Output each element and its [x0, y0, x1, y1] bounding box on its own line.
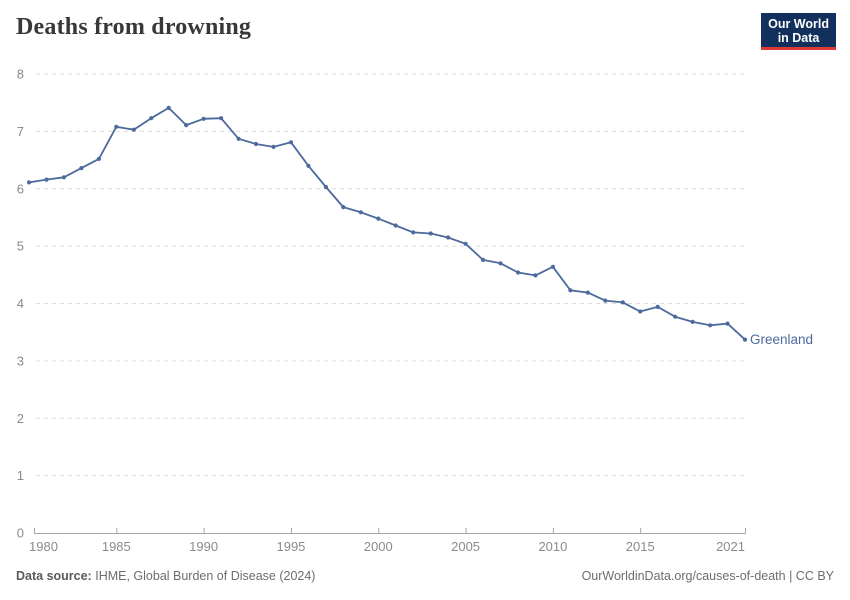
data-point-2013[interactable]	[603, 298, 608, 303]
y-tick-label-2: 2	[17, 411, 24, 426]
series-label-greenland[interactable]: Greenland	[750, 332, 813, 347]
x-tick-label-1980: 1980	[29, 539, 58, 554]
series-line-greenland[interactable]	[28, 107, 746, 341]
x-tick-label-1990: 1990	[189, 539, 218, 554]
data-point-2010[interactable]	[550, 264, 556, 269]
data-point-2001[interactable]	[393, 223, 398, 228]
data-point-2004[interactable]	[446, 235, 451, 240]
data-point-1981[interactable]	[44, 177, 49, 182]
credit-link[interactable]: OurWorldinData.org/causes-of-death | CC …	[581, 569, 834, 583]
data-point-2003[interactable]	[428, 231, 433, 236]
data-point-2011[interactable]	[568, 288, 573, 293]
y-tick-label-7: 7	[17, 124, 24, 139]
data-point-2018[interactable]	[690, 319, 695, 324]
y-tick-label-0: 0	[17, 526, 24, 541]
data-point-1980[interactable]	[26, 180, 32, 185]
data-point-1985[interactable]	[114, 124, 119, 129]
data-point-1997[interactable]	[323, 184, 328, 190]
data-point-2000[interactable]	[376, 216, 381, 221]
data-point-1995[interactable]	[288, 140, 294, 145]
data-point-2005[interactable]	[463, 241, 468, 246]
data-point-1986[interactable]	[131, 127, 136, 132]
y-tick-label-6: 6	[17, 181, 24, 196]
data-source-label: Data source:	[16, 569, 92, 583]
data-point-1990[interactable]	[201, 116, 206, 121]
x-tick-label-2005: 2005	[451, 539, 480, 554]
data-point-1982[interactable]	[61, 175, 66, 180]
data-point-1983[interactable]	[79, 166, 84, 171]
data-point-2019[interactable]	[708, 323, 713, 328]
x-tick-label-2021: 2021	[716, 539, 745, 554]
data-point-2006[interactable]	[480, 257, 486, 262]
y-tick-label-5: 5	[17, 239, 24, 254]
y-tick-label-8: 8	[17, 67, 24, 82]
data-source-note: Data source: IHME, Global Burden of Dise…	[16, 569, 315, 583]
y-tick-label-4: 4	[17, 296, 24, 311]
data-point-1993[interactable]	[253, 141, 259, 147]
data-point-1996[interactable]	[306, 163, 311, 168]
data-point-1998[interactable]	[341, 205, 346, 210]
data-point-1999[interactable]	[358, 210, 363, 215]
data-point-2008[interactable]	[515, 270, 521, 275]
owid-logo-line2: in Data	[777, 31, 820, 45]
data-point-1994[interactable]	[271, 144, 276, 149]
data-point-2016[interactable]	[655, 304, 660, 309]
line-chart[interactable]: 0 1 2 3 4 5 6 7 8 1980 1985 1990 1995 2000 2005 2010 201…	[0, 0, 850, 560]
x-tick-label-1995: 1995	[276, 539, 305, 554]
data-point-1984[interactable]	[96, 156, 101, 161]
data-point-2002[interactable]	[411, 230, 416, 235]
x-tick-label-2010: 2010	[538, 539, 567, 554]
data-point-2021[interactable]	[742, 337, 748, 342]
data-point-2014[interactable]	[620, 300, 625, 305]
page-title: Deaths from drowning	[16, 14, 252, 40]
data-point-2020[interactable]	[725, 321, 730, 326]
x-tick-label-2015: 2015	[626, 539, 655, 554]
x-tick-label-1985: 1985	[102, 539, 131, 554]
data-point-2015[interactable]	[638, 309, 643, 314]
data-point-2012[interactable]	[585, 290, 590, 295]
x-tick-label-2000: 2000	[364, 539, 393, 554]
data-point-2007[interactable]	[498, 261, 503, 266]
owid-logo-line1: Our World	[768, 17, 829, 31]
data-point-2009[interactable]	[533, 273, 538, 278]
data-point-1992[interactable]	[236, 136, 241, 141]
data-source-text: IHME, Global Burden of Disease (2024)	[95, 569, 316, 583]
owid-logo[interactable]: Our World in Data	[761, 13, 836, 50]
data-point-2017[interactable]	[673, 314, 678, 319]
data-point-1989[interactable]	[184, 123, 189, 128]
y-tick-label-1: 1	[17, 468, 24, 483]
data-point-1988[interactable]	[166, 105, 171, 110]
y-tick-label-3: 3	[17, 353, 24, 368]
data-point-1987[interactable]	[149, 116, 154, 121]
data-point-1991[interactable]	[219, 116, 224, 121]
